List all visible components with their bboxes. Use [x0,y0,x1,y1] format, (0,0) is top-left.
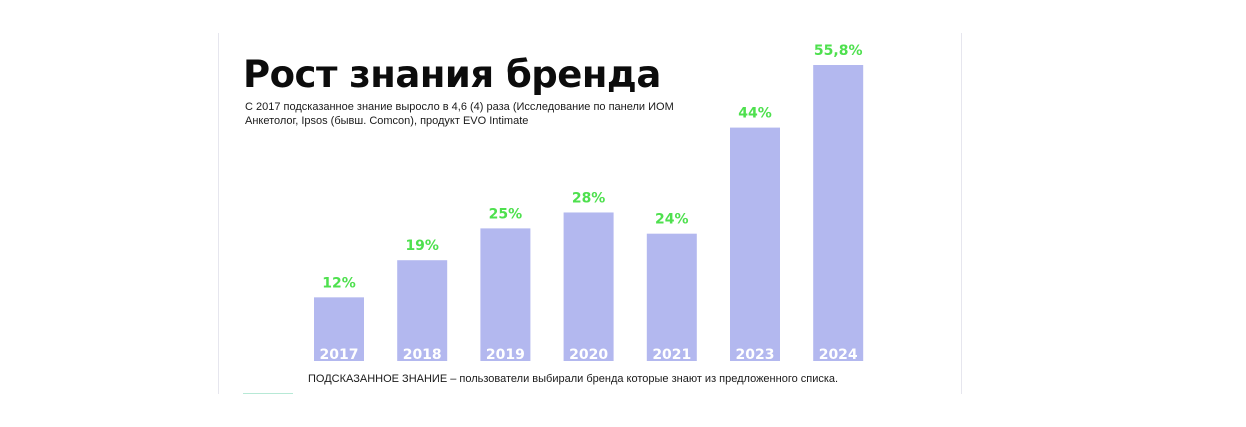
accent-divider [243,393,293,394]
category-label-2021: 2021 [652,347,691,363]
category-label-2017: 2017 [320,347,359,363]
bar-chart: 12% 2017 19% 2018 25% 2019 28% 2020 24% 2021 44% 20… [314,43,864,363]
category-label-2018: 2018 [403,347,442,363]
value-label-2023: 44% [738,106,772,122]
category-label-2024: 2024 [819,347,858,363]
value-label-2024: 55,8% [814,43,863,59]
bar-2023 [730,127,780,362]
bar-2019 [480,228,531,361]
value-label-2021: 24% [655,212,689,228]
bar-2021 [646,233,697,361]
value-label-2018: 19% [405,238,439,254]
category-label-2020: 2020 [569,347,608,363]
bar-2024 [813,65,864,361]
value-label-2019: 25% [489,206,523,222]
value-label-2020: 28% [572,190,606,206]
page-title: Рост знания бренда [243,53,661,96]
category-label-2019: 2019 [486,347,525,363]
subtitle: С 2017 подсказанное знание выросло в 4,6… [245,101,674,127]
slide: Рост знания бренда С 2017 подсказанное з… [218,33,962,394]
category-label-2023: 2023 [736,347,775,363]
footnote: ПОДСКАЗАННОЕ ЗНАНИЕ – пользователи выбир… [308,373,839,385]
value-label-2017: 12% [322,275,356,291]
bar-2017 [314,297,364,361]
bar-2020 [563,212,614,361]
bar-2018 [397,260,448,361]
